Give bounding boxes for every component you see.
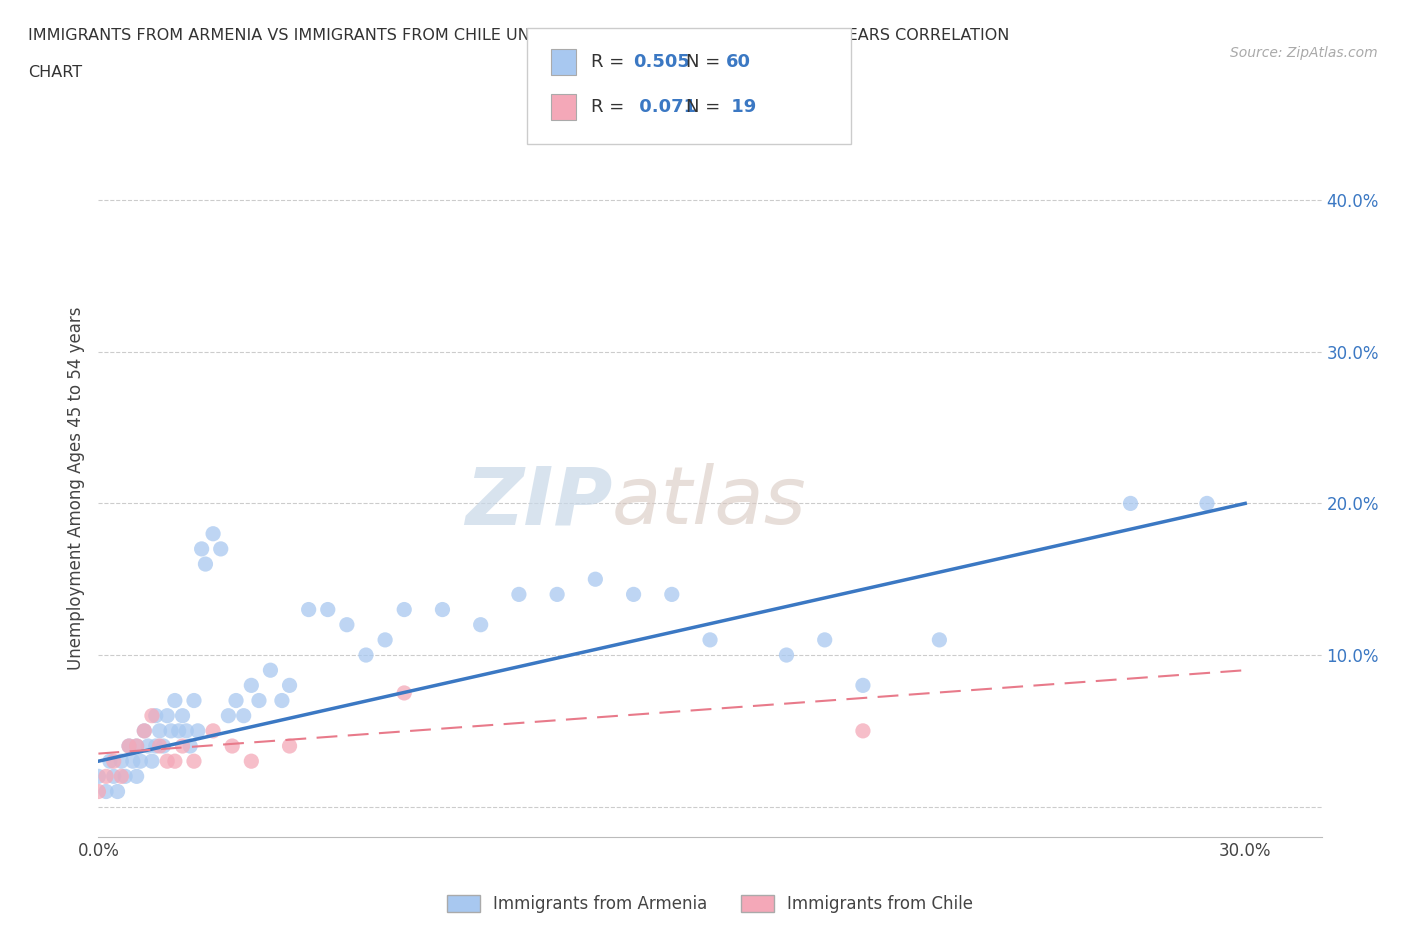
Point bbox=[107, 784, 129, 799]
Point bbox=[87, 784, 110, 799]
Text: R =: R = bbox=[591, 53, 630, 72]
Point bbox=[546, 587, 568, 602]
Point bbox=[270, 693, 294, 708]
Text: N =: N = bbox=[686, 98, 725, 116]
Point bbox=[202, 724, 225, 738]
Text: 0.505: 0.505 bbox=[633, 53, 689, 72]
Point bbox=[852, 678, 875, 693]
Point bbox=[247, 693, 270, 708]
Point bbox=[240, 753, 263, 768]
Point bbox=[928, 632, 950, 647]
Point bbox=[98, 753, 121, 768]
Point bbox=[240, 678, 263, 693]
Point bbox=[163, 753, 186, 768]
Point bbox=[194, 557, 217, 572]
Point bbox=[392, 602, 416, 617]
Point bbox=[1119, 496, 1142, 511]
Text: Source: ZipAtlas.com: Source: ZipAtlas.com bbox=[1230, 46, 1378, 60]
Point bbox=[141, 709, 163, 724]
Point bbox=[775, 647, 797, 662]
Point bbox=[94, 769, 117, 784]
Point bbox=[1195, 496, 1218, 511]
Point bbox=[298, 602, 321, 617]
Point bbox=[145, 738, 167, 753]
Point bbox=[152, 738, 174, 753]
Point bbox=[136, 738, 159, 753]
Point bbox=[125, 738, 148, 753]
Text: N =: N = bbox=[686, 53, 725, 72]
Point bbox=[156, 753, 179, 768]
Point bbox=[814, 632, 837, 647]
Y-axis label: Unemployment Among Ages 45 to 54 years: Unemployment Among Ages 45 to 54 years bbox=[66, 307, 84, 670]
Point bbox=[141, 753, 163, 768]
Point bbox=[470, 618, 492, 632]
Point bbox=[278, 738, 301, 753]
Point bbox=[145, 709, 167, 724]
Point bbox=[278, 678, 301, 693]
Point bbox=[110, 769, 132, 784]
Point bbox=[432, 602, 454, 617]
Legend: Immigrants from Armenia, Immigrants from Chile: Immigrants from Armenia, Immigrants from… bbox=[440, 888, 980, 920]
Point bbox=[190, 541, 212, 556]
Point bbox=[336, 618, 359, 632]
Point bbox=[172, 738, 194, 753]
Point bbox=[125, 769, 148, 784]
Point bbox=[217, 709, 239, 724]
Point bbox=[232, 709, 254, 724]
Point bbox=[118, 738, 141, 753]
Point bbox=[114, 769, 136, 784]
Point bbox=[167, 724, 190, 738]
Point bbox=[209, 541, 232, 556]
Point bbox=[176, 724, 198, 738]
Point bbox=[103, 753, 125, 768]
Point bbox=[125, 738, 148, 753]
Point bbox=[699, 632, 721, 647]
Point bbox=[149, 738, 172, 753]
Point bbox=[583, 572, 606, 587]
Text: 60: 60 bbox=[725, 53, 751, 72]
Text: atlas: atlas bbox=[612, 463, 807, 541]
Point bbox=[94, 784, 117, 799]
Text: 0.071: 0.071 bbox=[633, 98, 696, 116]
Point bbox=[183, 693, 205, 708]
Point bbox=[103, 769, 125, 784]
Point bbox=[374, 632, 396, 647]
Point bbox=[508, 587, 530, 602]
Point bbox=[129, 753, 152, 768]
Point bbox=[172, 709, 194, 724]
Point bbox=[87, 769, 110, 784]
Point bbox=[623, 587, 645, 602]
Point bbox=[183, 753, 205, 768]
Point bbox=[160, 724, 183, 738]
Point bbox=[202, 526, 225, 541]
Point bbox=[661, 587, 683, 602]
Point bbox=[121, 753, 143, 768]
Point bbox=[316, 602, 339, 617]
Point bbox=[259, 663, 281, 678]
Text: CHART: CHART bbox=[28, 65, 82, 80]
Point bbox=[179, 738, 201, 753]
Text: ZIP: ZIP bbox=[465, 463, 612, 541]
Point bbox=[163, 693, 186, 708]
Point bbox=[187, 724, 209, 738]
Point bbox=[225, 693, 247, 708]
Point bbox=[149, 724, 172, 738]
Text: IMMIGRANTS FROM ARMENIA VS IMMIGRANTS FROM CHILE UNEMPLOYMENT AMONG AGES 45 TO 5: IMMIGRANTS FROM ARMENIA VS IMMIGRANTS FR… bbox=[28, 28, 1010, 43]
Text: R =: R = bbox=[591, 98, 630, 116]
Point bbox=[134, 724, 156, 738]
Point bbox=[852, 724, 875, 738]
Point bbox=[392, 685, 416, 700]
Point bbox=[221, 738, 243, 753]
Point bbox=[110, 753, 132, 768]
Point bbox=[156, 709, 179, 724]
Point bbox=[134, 724, 156, 738]
Text: 19: 19 bbox=[725, 98, 756, 116]
Point bbox=[118, 738, 141, 753]
Point bbox=[354, 647, 377, 662]
